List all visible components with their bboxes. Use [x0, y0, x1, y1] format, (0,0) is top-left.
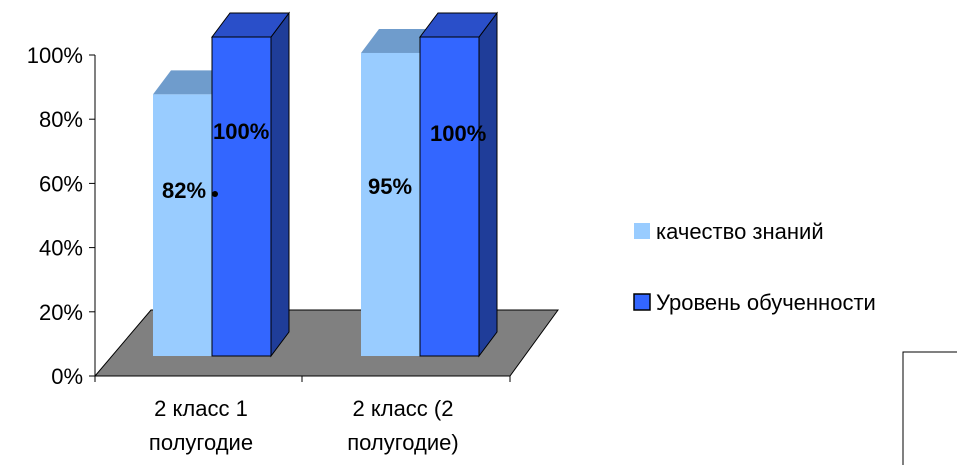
legend-label: Уровень обученности	[656, 290, 876, 315]
y-tick-label: 60%	[39, 171, 83, 196]
bar-front	[153, 94, 212, 357]
frame-fragment	[902, 351, 957, 465]
bar	[211, 11, 290, 358]
bar-top	[361, 28, 438, 53]
data-label: 100%	[213, 119, 269, 144]
bars	[153, 11, 498, 358]
legend-swatch	[634, 223, 650, 239]
data-label: 100%	[430, 121, 486, 146]
y-tick-label: 20%	[39, 300, 83, 325]
data-label: 82%	[162, 178, 206, 203]
x-axis-categories: 2 класс 1 полугодие 2 класс (2 полугодие)	[149, 396, 459, 455]
legend: качество знаний Уровень обученности	[633, 219, 876, 315]
y-tick-label: 40%	[39, 236, 83, 261]
bar	[419, 11, 498, 358]
data-labels: 82% 100% 95% 100%	[162, 119, 486, 203]
data-label: 95%	[368, 174, 412, 199]
bar-side	[478, 11, 498, 358]
x-category-label: полугодие)	[347, 430, 458, 455]
bar-front	[211, 36, 272, 357]
x-category-label: 2 класс (2	[353, 396, 454, 421]
bar-front	[361, 52, 420, 356]
legend-label: качество знаний	[656, 219, 824, 244]
bar-front	[419, 36, 480, 357]
y-axis-ticks: 0% 20% 40% 60% 80% 100%	[27, 43, 511, 389]
bar-side	[270, 11, 290, 358]
y-tick-label: 80%	[39, 107, 83, 132]
x-category-label: полугодие	[149, 430, 253, 455]
x-category-label: 2 класс 1	[154, 396, 248, 421]
bar-top	[153, 70, 230, 95]
label-marker	[212, 191, 218, 197]
y-tick-label: 100%	[27, 43, 83, 68]
y-tick-label: 0%	[51, 364, 83, 389]
legend-swatch	[633, 293, 651, 311]
